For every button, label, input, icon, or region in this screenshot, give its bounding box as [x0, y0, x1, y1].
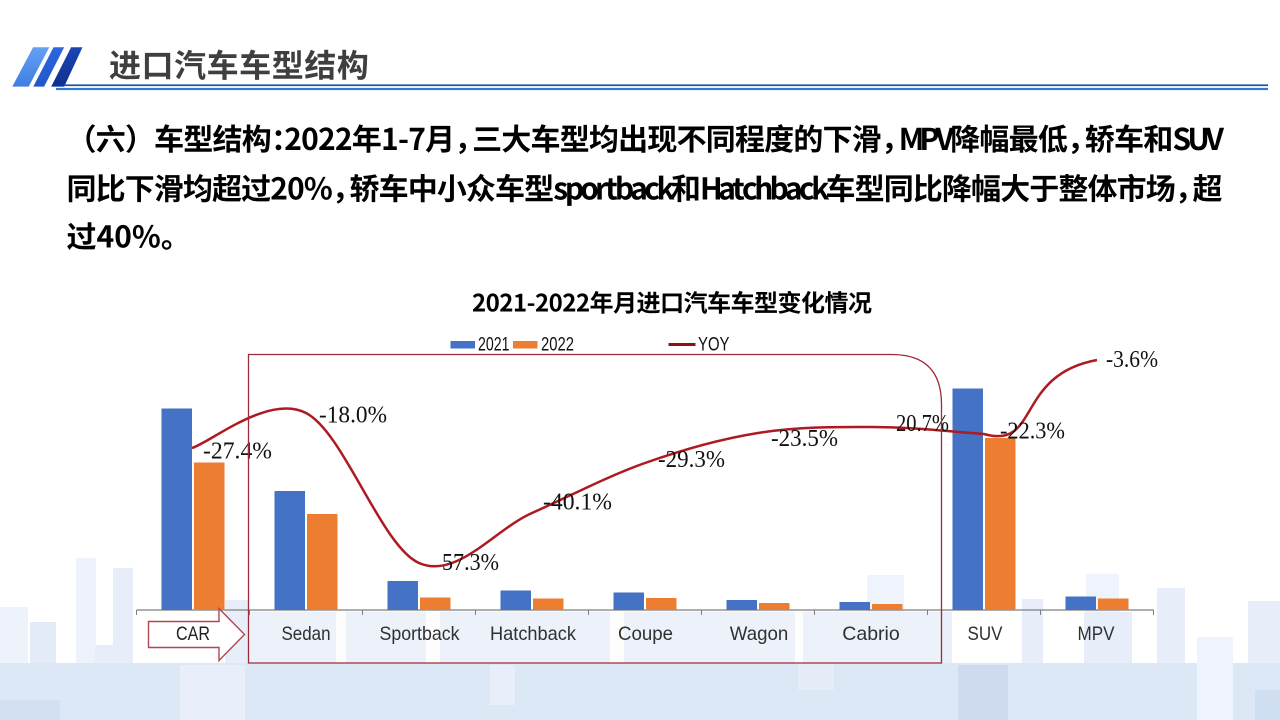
svg-text:Wagon: Wagon — [730, 623, 789, 645]
svg-text:Sportback: Sportback — [380, 623, 460, 645]
svg-text:CAR: CAR — [176, 624, 210, 645]
svg-text:-23.5%: -23.5% — [771, 425, 838, 452]
svg-text:-22.3%: -22.3% — [1000, 418, 1065, 445]
svg-text:Sedan: Sedan — [282, 623, 331, 645]
svg-text:MPV: MPV — [1078, 623, 1115, 645]
svg-text:YOY: YOY — [698, 334, 730, 356]
svg-text:Cabrio: Cabrio — [842, 623, 900, 645]
svg-text:57.3%: 57.3% — [442, 549, 499, 576]
svg-text:-29.3%: -29.3% — [658, 446, 725, 473]
svg-text:Hatchback: Hatchback — [490, 623, 576, 645]
svg-text:-3.6%: -3.6% — [1106, 346, 1158, 373]
svg-text:SUV: SUV — [968, 623, 1003, 645]
svg-text:-18.0%: -18.0% — [319, 402, 387, 429]
svg-text:2022: 2022 — [541, 334, 574, 356]
svg-text:-40.1%: -40.1% — [543, 489, 612, 516]
svg-text:20.7%: 20.7% — [896, 410, 949, 437]
svg-text:-27.4%: -27.4% — [203, 438, 272, 465]
svg-text:Coupe: Coupe — [618, 623, 673, 645]
svg-text:2021: 2021 — [478, 334, 510, 356]
